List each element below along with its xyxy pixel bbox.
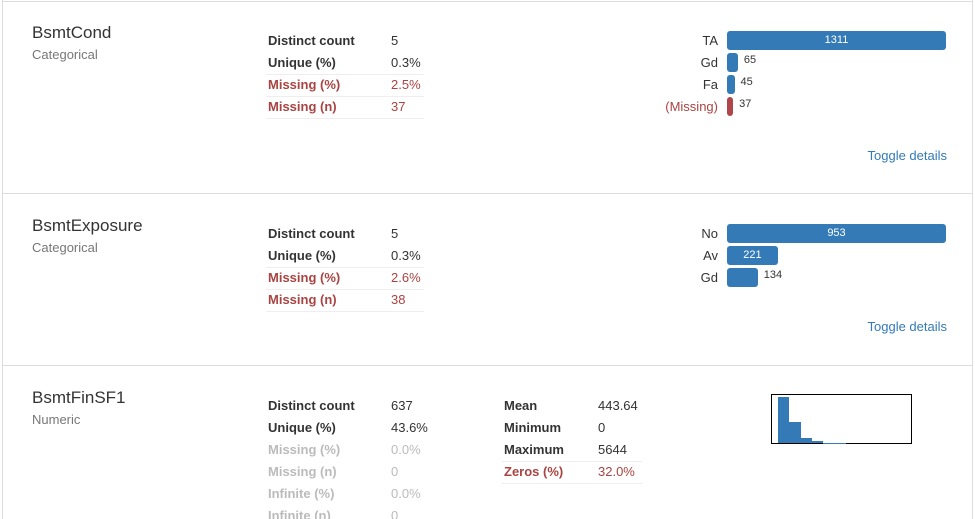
stat-value: 0.0% [391,486,421,501]
stat-label: Unique (%) [268,248,336,263]
toggle-details[interactable]: Toggle details [867,319,948,334]
stat-value: 5644 [598,442,627,457]
variable-name: BsmtCond [32,23,112,42]
freq-bar [727,75,735,94]
freq-bar [727,268,758,287]
stat-value: 443.64 [598,398,638,413]
histogram-bar [789,422,801,443]
variable-type: Categorical [32,47,98,62]
separator [2,365,973,366]
row-border [266,96,424,119]
histogram-bar [800,437,813,443]
bar-value: 65 [743,54,757,66]
stat-value: 0 [598,420,606,435]
stat-value: 37 [391,99,406,114]
stat-label: Infinite (n) [268,508,331,519]
stat-label: Missing (n) [268,292,337,307]
freq-label: No [701,226,718,241]
variable-name: BsmtExposure [32,216,143,235]
freq-bar [727,31,946,50]
stat-label: Distinct count [268,226,355,241]
stat-value: 2.6% [391,270,421,285]
bar-value: 134 [763,269,783,281]
stat-value: 0 [391,464,399,479]
separator [2,193,973,194]
freq-label: (Missing) [665,99,718,114]
bar-value: 953 [827,227,846,239]
freq-label: TA [702,33,718,48]
variable-type: Numeric [32,412,81,427]
stat-value: 0.3% [391,248,421,263]
stat-label: Infinite (%) [268,486,335,501]
separator [2,1,973,2]
border [2,0,3,519]
stat-label: Unique (%) [268,55,336,70]
freq-label: Gd [700,55,718,70]
bar-value: 45 [740,76,753,88]
bar-value: 1311 [824,34,849,46]
bar-value: 221 [743,249,762,261]
stat-value: 5 [391,226,399,241]
row-border [502,461,642,484]
stat-label: Missing (n) [268,99,337,114]
stat-label: Unique (%) [268,420,336,435]
freq-label: Av [703,248,718,263]
freq-bar [727,53,738,72]
stat-value: 5 [391,33,399,48]
stat-label: Zeros (%) [504,464,564,479]
stat-label: Missing (%) [268,442,341,457]
histogram [771,394,912,444]
stat-label: Distinct count [268,398,355,413]
variable-type: Categorical [32,240,98,255]
freq-label: Fa [702,77,718,92]
stat-label: Mean [504,398,538,413]
histogram-bar [812,441,824,443]
freq-bar [727,97,734,116]
freq-bar [727,246,778,265]
stat-label: Minimum [504,420,562,435]
freq-bar [727,224,946,243]
freq-label: Gd [700,270,718,285]
row-border [266,289,424,312]
stat-value: 2.5% [391,77,421,92]
stat-label: Maximum [504,442,564,457]
border [972,0,973,519]
stat-label: Missing (%) [268,77,341,92]
histogram-bar [778,397,790,443]
variable-name: BsmtFinSF1 [32,388,126,407]
stat-value: 637 [391,398,413,413]
stat-value: 0.3% [391,55,421,70]
stat-value: 32.0% [598,464,635,479]
stat-label: Missing (%) [268,270,341,285]
stat-value: 38 [391,292,406,307]
stat-label: Missing (n) [268,464,337,479]
stat-value: 0 [391,508,399,519]
bar-value: 37 [739,98,752,110]
stat-value: 43.6% [391,420,428,435]
toggle-details[interactable]: Toggle details [867,148,948,163]
stat-label: Distinct count [268,33,355,48]
stat-value: 0.0% [391,442,421,457]
